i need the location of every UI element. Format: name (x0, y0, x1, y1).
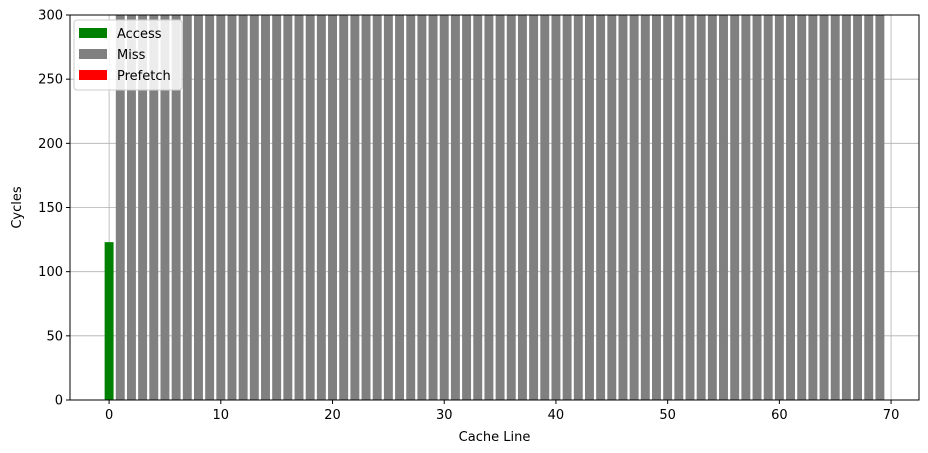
bar-miss-65 (830, 15, 840, 400)
bar-miss-47 (629, 15, 639, 400)
bar-miss-64 (819, 15, 829, 400)
bar-miss-3 (138, 15, 148, 400)
bar-miss-27 (406, 15, 416, 400)
bar-miss-23 (361, 15, 371, 400)
bar-miss-1 (115, 15, 125, 400)
bar-miss-16 (283, 15, 293, 400)
x-tick-label: 30 (436, 408, 453, 423)
bar-miss-49 (652, 15, 661, 400)
bar-miss-10 (216, 15, 226, 400)
y-tick-label: 200 (38, 137, 63, 152)
x-tick-label: 40 (548, 408, 565, 423)
bar-miss-13 (249, 15, 259, 400)
bar-miss-18 (305, 15, 315, 400)
bar-miss-15 (272, 15, 282, 400)
bar-miss-4 (149, 15, 159, 400)
bar-miss-57 (741, 15, 751, 400)
bar-miss-39 (540, 15, 550, 400)
bar-miss-44 (596, 15, 606, 400)
bar-miss-28 (417, 15, 427, 400)
x-axis-label: Cache Line (459, 430, 531, 445)
bar-miss-52 (685, 15, 695, 400)
bar-miss-38 (529, 15, 539, 400)
bar-miss-51 (674, 15, 684, 400)
y-tick-label: 0 (55, 394, 63, 409)
bar-miss-21 (339, 15, 349, 400)
legend-label-prefetch: Prefetch (117, 69, 171, 84)
legend: Access Miss Prefetch (73, 19, 183, 91)
legend-swatch-access (79, 28, 107, 38)
bar-miss-30 (439, 15, 449, 400)
y-tick-label: 250 (38, 73, 63, 88)
bar-miss-32 (462, 15, 472, 400)
bar-miss-6 (171, 15, 181, 400)
y-tick-label: 50 (46, 329, 63, 344)
legend-swatch-miss (79, 49, 107, 59)
bars-group (104, 15, 885, 400)
x-axis-ticks: 0 10 20 30 40 50 60 70 (105, 400, 899, 423)
y-tick-label: 100 (38, 265, 63, 280)
bar-miss-68 (864, 15, 874, 400)
bar-miss-12 (238, 15, 248, 400)
bar-miss-62 (797, 15, 807, 400)
x-tick-label: 0 (105, 408, 113, 423)
bar-miss-53 (696, 15, 706, 400)
bar-access-0 (104, 242, 114, 400)
bar-miss-63 (808, 15, 818, 400)
bar-miss-24 (372, 15, 382, 400)
bar-miss-55 (719, 15, 728, 400)
bar-miss-50 (663, 15, 673, 400)
bar-miss-31 (450, 15, 460, 400)
y-axis-ticks: 0 50 100 150 200 250 300 (38, 9, 70, 409)
bar-miss-67 (853, 15, 863, 400)
bar-miss-26 (395, 15, 405, 400)
bar-miss-48 (640, 15, 650, 400)
x-tick-label: 60 (771, 408, 788, 423)
bar-miss-58 (752, 15, 762, 400)
y-tick-label: 150 (38, 201, 63, 216)
x-tick-label: 10 (213, 408, 230, 423)
bar-miss-56 (730, 15, 740, 400)
x-tick-label: 70 (883, 408, 900, 423)
legend-swatch-prefetch (79, 70, 107, 80)
bar-miss-33 (473, 15, 483, 400)
bar-miss-54 (707, 15, 717, 400)
bar-miss-11 (227, 15, 237, 400)
bar-miss-14 (261, 15, 270, 400)
bar-miss-69 (875, 15, 885, 400)
bar-miss-46 (618, 15, 628, 400)
legend-label-access: Access (117, 27, 162, 42)
bar-miss-17 (294, 15, 304, 400)
bar-miss-25 (383, 15, 393, 400)
bar-miss-20 (328, 15, 337, 400)
legend-label-miss: Miss (117, 48, 146, 63)
bar-miss-2 (126, 15, 136, 400)
bar-miss-9 (205, 15, 215, 400)
bar-miss-29 (428, 15, 438, 400)
bar-miss-59 (763, 15, 773, 400)
bar-miss-8 (193, 15, 203, 400)
bar-miss-66 (841, 15, 851, 400)
bar-miss-19 (316, 15, 326, 400)
bar-miss-40 (551, 15, 561, 400)
bar-miss-45 (607, 15, 617, 400)
bar-miss-35 (495, 15, 505, 400)
x-tick-label: 20 (324, 408, 341, 423)
bar-miss-41 (562, 15, 572, 400)
y-axis-label: Cycles (10, 186, 25, 229)
bar-miss-42 (573, 15, 583, 400)
x-tick-label: 50 (659, 408, 676, 423)
bar-miss-22 (350, 15, 360, 400)
bar-miss-36 (506, 15, 516, 400)
bar-miss-7 (182, 15, 192, 400)
bar-miss-34 (484, 15, 494, 400)
y-tick-label: 300 (38, 9, 63, 24)
bar-miss-61 (786, 15, 796, 400)
bar-miss-37 (517, 15, 527, 400)
bar-miss-43 (584, 15, 594, 400)
bar-miss-60 (774, 15, 784, 400)
bar-miss-5 (160, 15, 170, 400)
